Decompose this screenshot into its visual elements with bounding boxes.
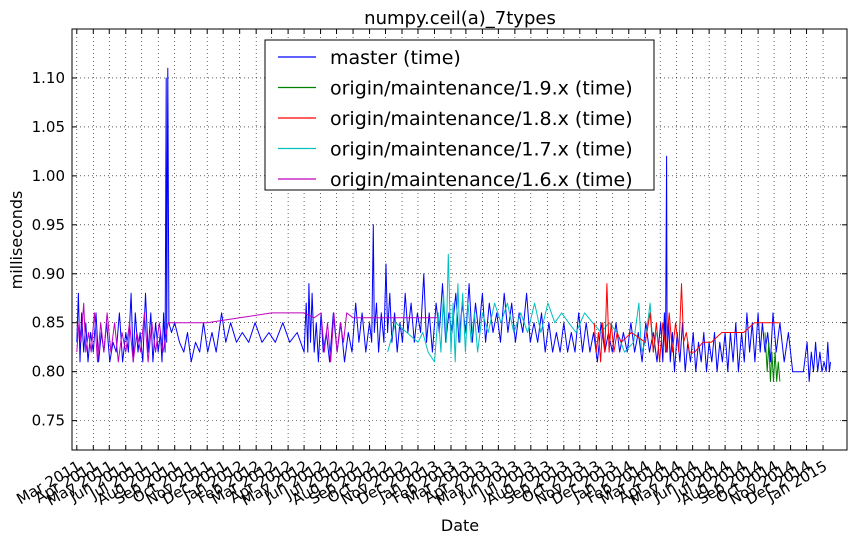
legend-label: origin/maintenance/1.6.x (time): [330, 169, 633, 191]
y-tick-label: 1.00: [32, 167, 65, 185]
legend-label: master (time): [330, 47, 461, 69]
x-axis-label: Date: [441, 516, 479, 535]
legend-label: origin/maintenance/1.9.x (time): [330, 78, 633, 100]
series-line-4: [76, 302, 440, 363]
legend-label: origin/maintenance/1.7.x (time): [330, 139, 633, 161]
legend-label: origin/maintenance/1.8.x (time): [330, 108, 633, 130]
y-tick-label: 1.05: [32, 118, 65, 136]
y-tick-label: 0.80: [32, 363, 65, 381]
series-line-0: [76, 67, 831, 382]
legend: master (time) origin/maintenance/1.9.x (t…: [264, 39, 655, 191]
y-tick-label: 0.85: [32, 314, 65, 332]
legend-box: [264, 39, 655, 191]
series-line-3: [387, 253, 657, 363]
series-layer: [76, 67, 831, 382]
chart-title: numpy.ceil(a)_7types: [364, 8, 556, 29]
series-line-1: [764, 332, 781, 382]
series-line-2: [593, 283, 779, 363]
y-tick-label: 0.95: [32, 216, 65, 234]
plot-frame: [71, 28, 848, 451]
y-tick-label: 0.75: [32, 412, 65, 430]
y-tick-label: 1.10: [32, 69, 65, 87]
y-tick-label: 0.90: [32, 265, 65, 283]
y-axis-label: milliseconds: [7, 191, 26, 290]
